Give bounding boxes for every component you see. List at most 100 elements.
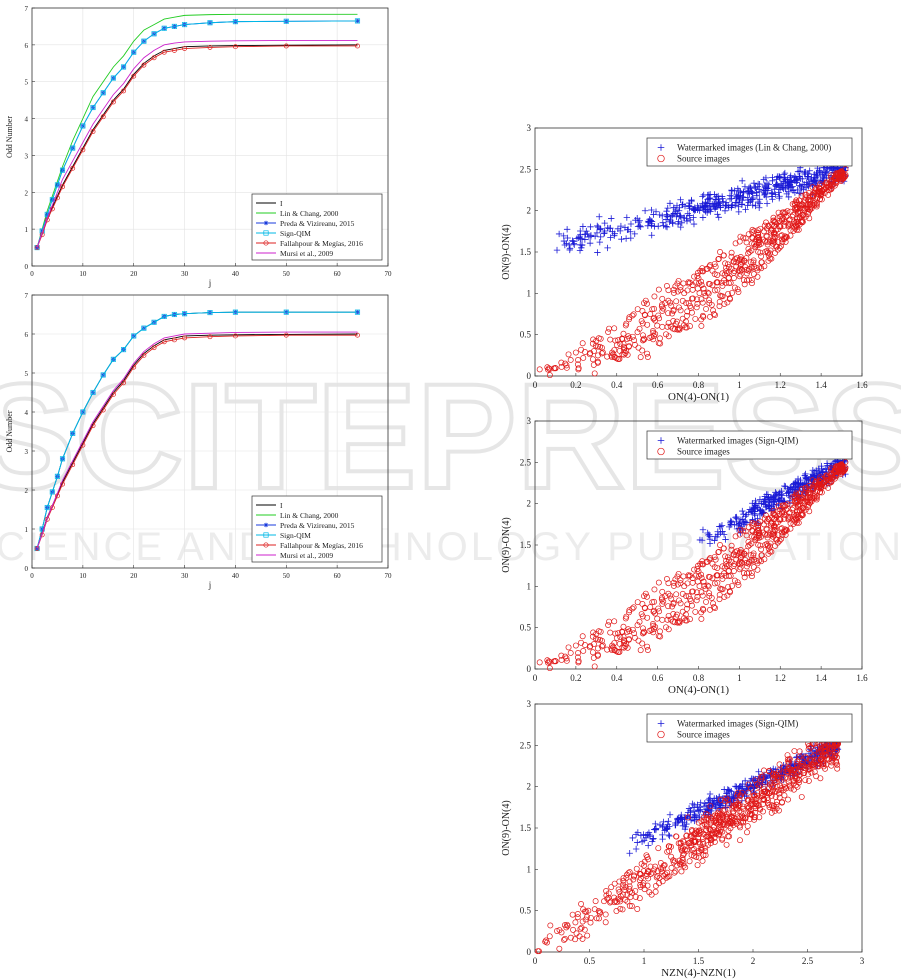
data-point [121,380,126,386]
data-point [552,365,559,372]
data-point [263,240,269,246]
data-point [756,814,763,821]
data-point [823,475,830,482]
data-point [755,530,762,536]
data-point [746,816,753,823]
data-point [792,478,800,486]
data-point [710,202,717,210]
data-point [687,323,693,330]
data-point [657,860,664,866]
data-point [744,829,750,836]
data-point [670,289,677,296]
data-point [792,774,799,781]
data-point [773,798,780,805]
data-point [781,218,788,225]
data-point [644,882,651,889]
data-point [648,870,654,877]
data-point [90,104,96,111]
data-point [682,864,689,871]
data-point [758,259,765,266]
data-point [823,182,830,189]
data-point [753,189,760,196]
data-point [565,644,572,651]
data-point [655,286,662,293]
data-point [660,598,667,605]
data-point [648,232,655,239]
data-point [613,342,620,348]
data-point [832,472,839,479]
data-point [621,638,628,645]
data-point [574,911,581,917]
data-point [755,234,762,241]
y-axis-label: Odd Number [5,116,14,158]
data-point [629,333,636,340]
data-point [586,239,594,247]
data-point [692,837,699,844]
data-point [768,514,775,521]
y-tick-label: 0.5 [520,330,532,340]
data-point [706,535,714,543]
data-point [594,651,601,658]
data-point [640,880,647,887]
data-point [634,223,642,230]
data-point [754,273,761,280]
data-point [689,579,696,586]
data-point [644,354,651,360]
data-point [631,230,638,238]
data-point [811,747,818,754]
data-point [564,921,571,928]
x-tick-label: 0 [533,673,538,683]
plot-frame [31,294,389,569]
data-point [705,290,712,297]
data-point [659,616,666,623]
data-point [54,182,60,188]
data-point [626,850,633,857]
data-point [612,630,619,637]
data-point [708,817,715,824]
data-point [745,245,752,252]
data-point [678,219,686,226]
data-point [698,537,706,544]
data-point [686,840,692,847]
data-point [810,193,817,200]
data-point [680,852,686,859]
data-point [763,193,770,201]
series-line [34,18,361,251]
data-point [748,188,755,195]
x-tick-label: 0.6 [652,380,664,390]
data-point [663,207,670,215]
data-point [704,289,711,296]
x-tick-label: 20 [130,572,138,580]
data-point [817,485,824,492]
data-point [755,229,762,236]
data-point [597,636,604,643]
series-points [536,166,849,379]
data-point [579,918,586,925]
data-point [694,862,701,869]
data-point [562,653,569,660]
data-point [182,22,188,28]
data-point [624,871,630,878]
data-point [782,774,788,781]
data-point [721,786,728,793]
data-point [685,593,692,600]
data-point [711,537,718,544]
data-point [738,809,745,816]
data-point [604,353,611,360]
data-point [659,323,666,330]
data-point [806,757,813,764]
x-tick-label: 40 [232,270,240,278]
legend-item: Mursi et al., 2009 [256,551,333,560]
data-point [768,522,775,529]
data-point [263,220,269,226]
data-point [644,643,651,650]
legend-box [646,137,853,167]
data-point [773,176,780,183]
data-point [685,805,693,812]
data-point [663,282,670,289]
y-tick-label: 1.5 [520,540,532,550]
data-point [569,911,576,918]
series-points [536,459,849,672]
x-tick-label: 1.6 [856,380,868,390]
data-point [644,300,650,307]
